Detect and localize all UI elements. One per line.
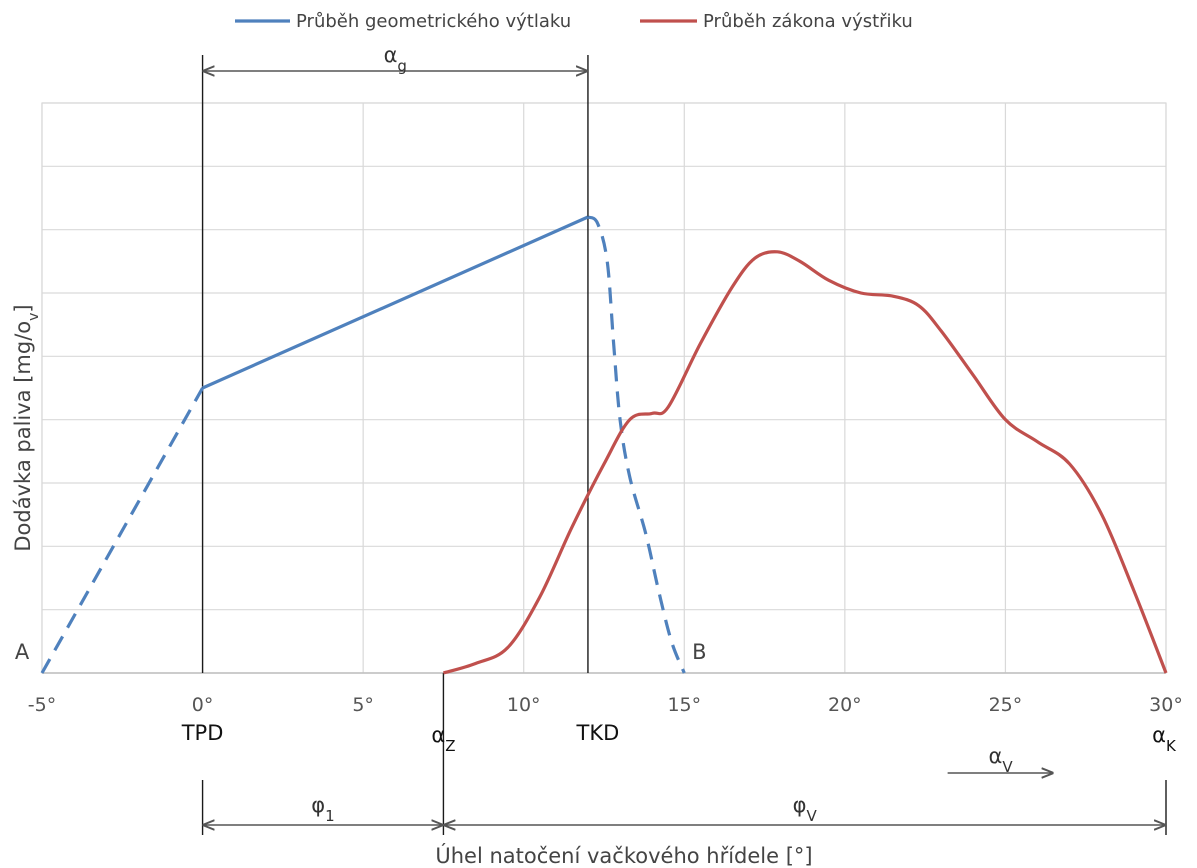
alpha-k-label: αK	[1152, 723, 1177, 755]
x-tick-label: -5°	[28, 694, 56, 716]
phi-v-label: φV	[793, 793, 818, 825]
series-geometric-fall	[587, 215, 686, 674]
series-layer	[40, 215, 1168, 675]
x-tick-label: 25°	[989, 694, 1023, 716]
label-layer: Úhel natočení vačkového hřídele [°] Dodáv…	[11, 304, 1177, 868]
alpha-v-label: αV	[989, 744, 1014, 776]
phi-1-label: φ1	[311, 793, 334, 825]
legend: Průběh geometrického výtlaku Průběh zákon…	[235, 11, 913, 32]
series-injection-law	[442, 250, 1168, 675]
x-tick-label: 5°	[352, 694, 374, 716]
x-tick-label: 30°	[1149, 694, 1183, 716]
dimension-arrows: αg φ1 φV αV	[202, 43, 1166, 825]
alpha-g-label: αg	[384, 43, 407, 75]
x-axis-title: Úhel natočení vačkového hřídele [°]	[435, 843, 812, 868]
x-tick-label: 0°	[192, 694, 214, 716]
x-tick-label: 20°	[828, 694, 862, 716]
x-axis: -5° 0° 5° 10° 15° 20° 25° 30°	[28, 672, 1183, 716]
point-label-a: A	[15, 640, 30, 664]
series-geometric-rise	[40, 387, 204, 674]
tpd-label: TPD	[181, 721, 224, 745]
x-tick-label: 10°	[507, 694, 541, 716]
series-geometric-displacement	[201, 215, 589, 390]
legend-label: Průběh zákona výstřiku	[703, 11, 913, 32]
alpha-z-label: αZ	[431, 723, 455, 755]
tkd-label: TKD	[576, 721, 620, 745]
plot-frame	[41, 102, 1167, 674]
y-axis-title: Dodávka paliva [mg/ov]	[11, 304, 42, 551]
grid-lines	[41, 102, 1167, 674]
x-tick-label: 15°	[667, 694, 701, 716]
point-label-b: B	[692, 640, 706, 664]
legend-label: Průběh geometrického výtlaku	[296, 11, 571, 32]
